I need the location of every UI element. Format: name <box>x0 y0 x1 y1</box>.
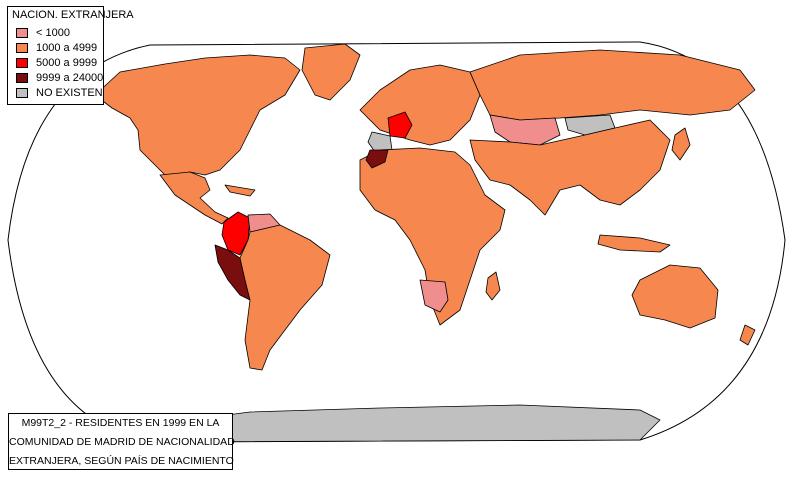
legend-item: 1000 a 4999 <box>16 42 97 54</box>
region-south-america <box>239 224 331 371</box>
legend-label: 9999 a 24000 <box>36 72 104 84</box>
legend-swatch <box>16 73 28 83</box>
caption-line: M99T2_2 - RESIDENTES EN 1999 EN LA <box>21 417 220 429</box>
legend-label: NO EXISTEN <box>36 87 103 99</box>
region-southern-africa <box>419 279 449 313</box>
region-australia <box>631 264 719 329</box>
region-japan <box>671 127 691 161</box>
region-new-zealand <box>739 324 756 346</box>
region-morocco <box>365 149 389 169</box>
legend-label: 5000 a 9999 <box>36 57 98 69</box>
region-russia <box>469 49 756 121</box>
legend-swatch <box>16 43 28 53</box>
caption-line: COMUNIDAD DE MADRID DE NACIONALIDAD <box>9 436 235 448</box>
region-france <box>387 111 413 139</box>
region-caribbean <box>224 184 256 197</box>
legend-item: NO EXISTEN <box>16 87 103 99</box>
map-caption: M99T2_2 - RESIDENTES EN 1999 EN LA COMUN… <box>8 413 235 470</box>
map-legend: NACION. EXTRANJERA < 1000 1000 a 4999 50… <box>7 6 134 105</box>
legend-item: 5000 a 9999 <box>16 57 97 69</box>
region-colombia <box>221 211 251 256</box>
legend-swatch <box>16 88 28 98</box>
legend-label: 1000 a 4999 <box>36 42 98 54</box>
region-central-asia <box>489 114 561 146</box>
legend-swatch <box>16 28 28 38</box>
region-indonesia <box>597 234 671 253</box>
caption-line: EXTRANJERA, SEGÚN PAÍS DE NACIMIENTO <box>9 455 234 467</box>
region-africa <box>359 147 506 326</box>
legend-item: 9999 a 24000 <box>16 72 103 84</box>
legend-label: < 1000 <box>36 27 70 39</box>
region-asia-south <box>469 119 671 216</box>
region-north-america <box>94 54 301 179</box>
legend-item: < 1000 <box>16 27 70 39</box>
region-mexico-central <box>159 171 229 225</box>
region-antarctica <box>149 404 661 443</box>
region-madagascar <box>485 271 501 301</box>
legend-swatch <box>16 58 28 68</box>
region-greenland <box>301 43 361 101</box>
legend-title: NACION. EXTRANJERA <box>12 9 134 21</box>
